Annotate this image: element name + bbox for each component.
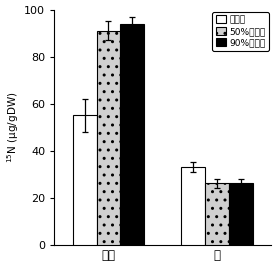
Y-axis label: $^{15}$N (μg/gDW): $^{15}$N (μg/gDW) (6, 91, 21, 163)
Bar (73, 115, 96, 245)
Bar (96, 31, 120, 245)
Bar (229, 184, 253, 245)
Bar (120, 24, 144, 245)
Bar (205, 184, 229, 245)
Legend: 対照区, 50%遅光区, 90%遅光区: 対照区, 50%遅光区, 90%遅光区 (212, 12, 269, 51)
Bar (181, 167, 205, 245)
